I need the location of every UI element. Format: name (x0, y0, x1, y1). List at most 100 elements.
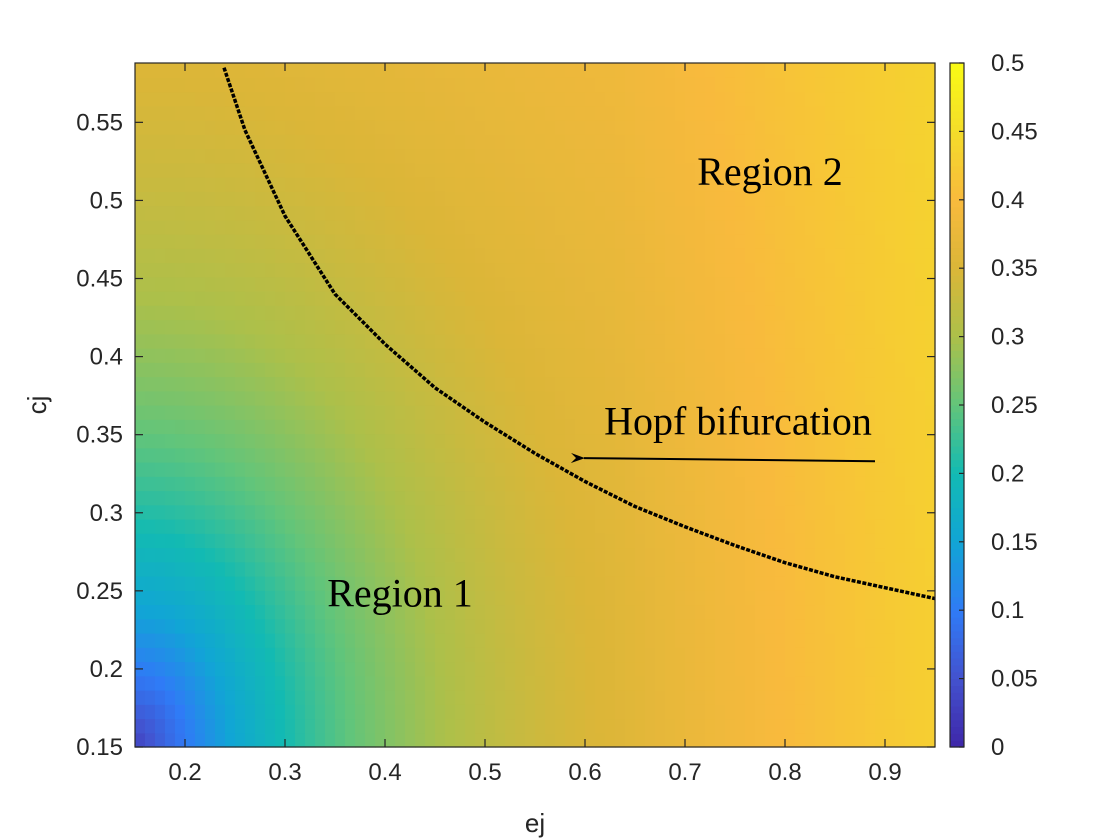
heatmap-cell (225, 661, 236, 677)
heatmap-cell (555, 405, 566, 420)
heatmap-cell (655, 248, 666, 264)
heatmap-cell (365, 91, 376, 107)
heatmap-cell (385, 77, 396, 93)
heatmap-cell (855, 633, 866, 648)
heatmap-cell (535, 348, 546, 363)
heatmap-cell (535, 519, 546, 534)
heatmap-cell (375, 333, 386, 349)
heatmap-cell (245, 704, 256, 720)
heatmap-cell (205, 333, 216, 349)
heatmap-cell (335, 647, 346, 663)
heatmap-cell (135, 490, 146, 506)
heatmap-cell (205, 134, 216, 150)
heatmap-cell (555, 504, 566, 520)
colorbar-tick-label: 0.2 (991, 460, 1024, 487)
heatmap-cell (865, 63, 876, 78)
heatmap-cell (335, 376, 346, 392)
heatmap-cell (385, 120, 396, 135)
heatmap-cell (295, 305, 306, 321)
heatmap-cell (405, 718, 416, 734)
heatmap-cell (345, 262, 356, 278)
heatmap-cell (515, 561, 526, 577)
heatmap-cell (805, 476, 816, 492)
heatmap-cell (235, 490, 246, 506)
heatmap-cell (835, 63, 846, 78)
heatmap-cell (735, 177, 746, 192)
heatmap-cell (675, 91, 686, 107)
heatmap-cell (425, 462, 436, 477)
heatmap-cell (655, 276, 666, 292)
heatmap-cell (375, 447, 386, 463)
heatmap-cell (415, 675, 426, 691)
heatmap-cell (425, 148, 436, 164)
heatmap-cell (205, 348, 216, 363)
heatmap-cell (385, 675, 396, 691)
heatmap-cell (245, 433, 256, 449)
heatmap-cell (865, 205, 876, 221)
heatmap-cell (405, 675, 416, 691)
heatmap-cell (805, 177, 816, 192)
heatmap-cell (255, 333, 266, 349)
heatmap-cell (855, 333, 866, 349)
heatmap-cell (245, 291, 256, 306)
heatmap-cell (225, 376, 236, 392)
heatmap-cell (695, 148, 706, 164)
heatmap-cell (305, 476, 316, 492)
heatmap-cell (715, 348, 726, 363)
heatmap-cell (925, 234, 936, 249)
heatmap-cell (525, 718, 536, 734)
heatmap-cell (835, 476, 846, 492)
heatmap-cell (525, 690, 536, 705)
heatmap-cell (905, 661, 916, 677)
heatmap-cell (175, 590, 186, 606)
heatmap-cell (775, 105, 786, 121)
heatmap-cell (925, 305, 936, 321)
heatmap-cell (685, 504, 696, 520)
heatmap-cell (925, 319, 936, 335)
heatmap-cell (505, 661, 516, 677)
heatmap-cell (365, 348, 376, 363)
heatmap-cell (855, 476, 866, 492)
heatmap-cell (905, 647, 916, 663)
heatmap-cell (775, 63, 786, 78)
heatmap-cell (365, 148, 376, 164)
colorbar-segment (950, 110, 964, 119)
heatmap-cell (365, 319, 376, 335)
heatmap-cell (875, 291, 886, 306)
heatmap-cell (205, 248, 216, 264)
heatmap-cell (605, 462, 616, 477)
heatmap-cell (375, 690, 386, 705)
heatmap-cell (135, 561, 146, 577)
colorbar-segment (950, 726, 964, 734)
heatmap-cell (555, 690, 566, 705)
heatmap-cell (235, 63, 246, 78)
heatmap-cell (655, 675, 666, 691)
heatmap-cell (725, 732, 736, 748)
heatmap-cell (345, 305, 356, 321)
heatmap-cell (685, 63, 696, 78)
heatmap-cell (545, 305, 556, 321)
heatmap-cell (265, 91, 276, 107)
heatmap-cell (535, 704, 546, 720)
heatmap-cell (455, 234, 466, 249)
heatmap-cell (355, 390, 366, 406)
heatmap-cell (145, 618, 156, 634)
heatmap-cell (325, 191, 336, 207)
heatmap-cell (755, 590, 766, 606)
heatmap-cell (275, 576, 286, 591)
heatmap-cell (895, 234, 906, 249)
heatmap-cell (755, 319, 766, 335)
heatmap-cell (245, 262, 256, 278)
heatmap-cell (315, 604, 326, 620)
heatmap-cell (275, 476, 286, 492)
heatmap-cell (705, 419, 716, 435)
heatmap-cell (365, 234, 376, 249)
heatmap-cell (195, 519, 206, 534)
heatmap-cell (405, 533, 416, 549)
heatmap-cell (535, 718, 546, 734)
heatmap-cell (345, 134, 356, 150)
heatmap-cell (185, 205, 196, 221)
colorbar-segment (950, 576, 964, 584)
heatmap-cell (715, 120, 726, 135)
heatmap-cell (285, 675, 296, 691)
